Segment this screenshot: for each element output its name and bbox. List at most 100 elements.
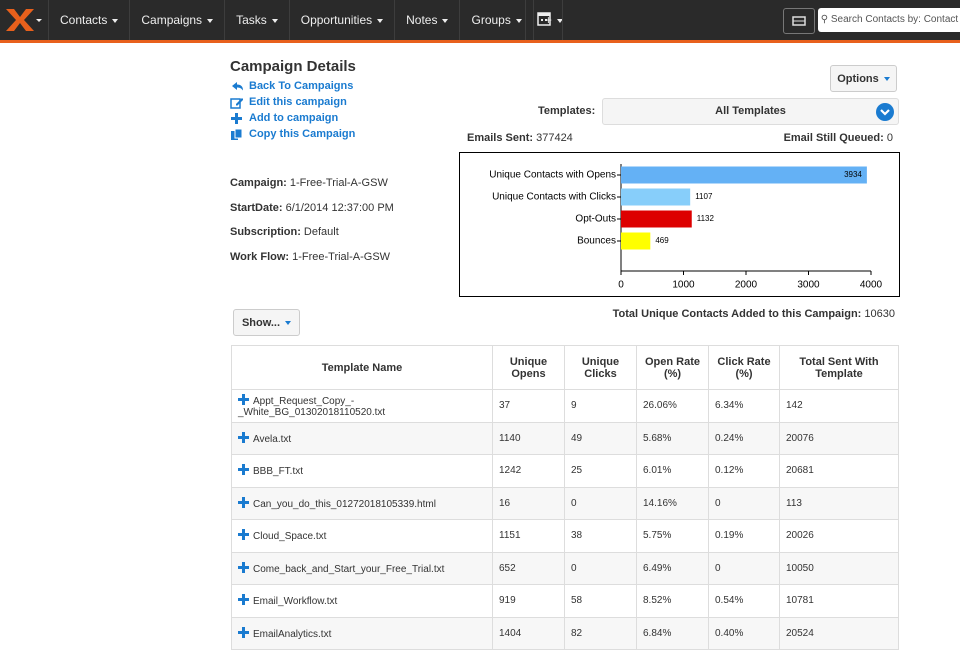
campaign-link[interactable]: Copy this Campaign (230, 126, 355, 142)
table-cell: BBB_FT.txt (232, 455, 493, 488)
column-header: Total Sent With Template (780, 346, 899, 390)
templates-select[interactable]: All Templates (602, 98, 899, 125)
search-box[interactable]: ⚲ Search Contacts by: Contact | (818, 8, 960, 32)
table-row: Avela.txt1140495.68%0.24%20076 (232, 422, 899, 455)
campaign-link[interactable]: Add to campaign (230, 110, 355, 126)
cell-text: 38 (571, 530, 582, 541)
value-label: 1132 (697, 214, 715, 223)
table-cell: 20076 (780, 422, 899, 455)
campaign-links: Back To CampaignsEdit this campaignAdd t… (230, 78, 355, 142)
cell-text: 20076 (786, 433, 814, 444)
table-cell: 142 (780, 390, 899, 423)
calendar-button[interactable] (525, 0, 563, 40)
table-cell: 0.40% (709, 617, 780, 650)
nav-items: ContactsCampaignsTasksOpportunitiesNotes… (48, 0, 574, 40)
category-label: Unique Contacts with Clicks (492, 192, 616, 203)
cell-text: Come_back_and_Start_your_Free_Trial.txt (253, 564, 444, 575)
table-cell: 14.16% (637, 487, 709, 520)
table-cell: 1242 (493, 455, 565, 488)
table-cell: 20681 (780, 455, 899, 488)
cell-text: Avela.txt (253, 434, 291, 445)
cell-text: 0.24% (715, 433, 743, 444)
cell-text: 9 (571, 400, 577, 411)
options-button[interactable]: Options (830, 65, 897, 92)
cell-text: 16 (499, 498, 510, 509)
cell-text: 20026 (786, 530, 814, 541)
nav-item[interactable]: Contacts (48, 0, 129, 40)
expand-icon[interactable] (238, 432, 249, 443)
expand-icon[interactable] (238, 464, 249, 475)
column-header: Template Name (232, 346, 493, 390)
expand-icon[interactable] (238, 497, 249, 508)
value-label: 1107 (695, 192, 713, 201)
show-button[interactable]: Show... (233, 309, 300, 336)
nav-item[interactable]: Campaigns (129, 0, 224, 40)
cell-text: 8.52% (643, 595, 671, 606)
cell-text: 0.54% (715, 595, 743, 606)
link-icon (230, 96, 243, 109)
bar (621, 189, 690, 206)
emails-sent: Emails Sent: 377424 (467, 132, 573, 144)
table-cell: EmailAnalytics.txt (232, 617, 493, 650)
link-text: Edit this campaign (249, 94, 347, 110)
emails-queued: Email Still Queued: 0 (784, 132, 893, 144)
cell-text: 1404 (499, 628, 521, 639)
cell-text: Cloud_Space.txt (253, 531, 326, 542)
link-icon (230, 112, 243, 125)
cell-text: 58 (571, 595, 582, 606)
table-cell: 37 (493, 390, 565, 423)
cell-text: Email_Workflow.txt (253, 596, 337, 607)
table-cell: 9 (565, 390, 637, 423)
campaign-link[interactable]: Back To Campaigns (230, 78, 355, 94)
logo[interactable] (6, 9, 42, 31)
table-cell: 5.68% (637, 422, 709, 455)
table-cell: Come_back_and_Start_your_Free_Trial.txt (232, 552, 493, 585)
detail-value: 1-Free-Trial-A-GSW (292, 251, 390, 263)
x-tick-label: 2000 (735, 280, 758, 291)
table-cell: 0.24% (709, 422, 780, 455)
cell-text: 1242 (499, 465, 521, 476)
nav-item[interactable]: Opportunities (289, 0, 394, 40)
cell-text: 919 (499, 595, 516, 606)
expand-icon[interactable] (238, 627, 249, 638)
table-cell: 1151 (493, 520, 565, 553)
print-button[interactable] (783, 8, 815, 34)
column-header: Click Rate (%) (709, 346, 780, 390)
table-row: BBB_FT.txt1242256.01%0.12%20681 (232, 455, 899, 488)
total-unique-label: Total Unique Contacts Added to this Camp… (613, 308, 862, 320)
top-nav: ContactsCampaignsTasksOpportunitiesNotes… (0, 0, 960, 43)
search-placeholder: Search Contacts by: Contact (831, 14, 958, 25)
campaign-link[interactable]: Edit this campaign (230, 94, 355, 110)
cell-text: 0 (715, 563, 721, 574)
options-label: Options (837, 73, 879, 85)
nav-item[interactable]: Tasks (224, 0, 289, 40)
expand-icon[interactable] (238, 529, 249, 540)
detail-label: Campaign: (230, 177, 287, 189)
cell-text: 49 (571, 433, 582, 444)
nav-item[interactable]: Notes (394, 0, 459, 40)
total-unique: Total Unique Contacts Added to this Camp… (613, 308, 895, 320)
nav-item[interactable]: Groups (459, 0, 532, 40)
table-cell: Email_Workflow.txt (232, 585, 493, 618)
emails-queued-value: 0 (887, 132, 893, 144)
total-unique-value: 10630 (864, 308, 895, 320)
bar (621, 167, 867, 184)
expand-icon[interactable] (238, 594, 249, 605)
expand-icon[interactable] (238, 562, 249, 573)
cell-text: 1151 (499, 530, 521, 541)
cell-text: 6.84% (643, 628, 671, 639)
cell-text: 0 (571, 563, 577, 574)
table-cell: 38 (565, 520, 637, 553)
detail-row: Campaign:1-Free-Trial-A-GSW (230, 177, 388, 189)
expand-icon[interactable] (238, 394, 249, 405)
detail-row: Subscription:Default (230, 226, 339, 238)
detail-label: Subscription: (230, 226, 301, 238)
link-text: Back To Campaigns (249, 78, 353, 94)
cell-text: 20681 (786, 465, 814, 476)
category-label: Unique Contacts with Opens (489, 170, 616, 181)
bar (621, 211, 692, 228)
cell-text: Can_you_do_this_01272018105339.html (253, 499, 436, 510)
table-cell: 0 (709, 552, 780, 585)
cell-text: 37 (499, 400, 510, 411)
table-cell: 20524 (780, 617, 899, 650)
